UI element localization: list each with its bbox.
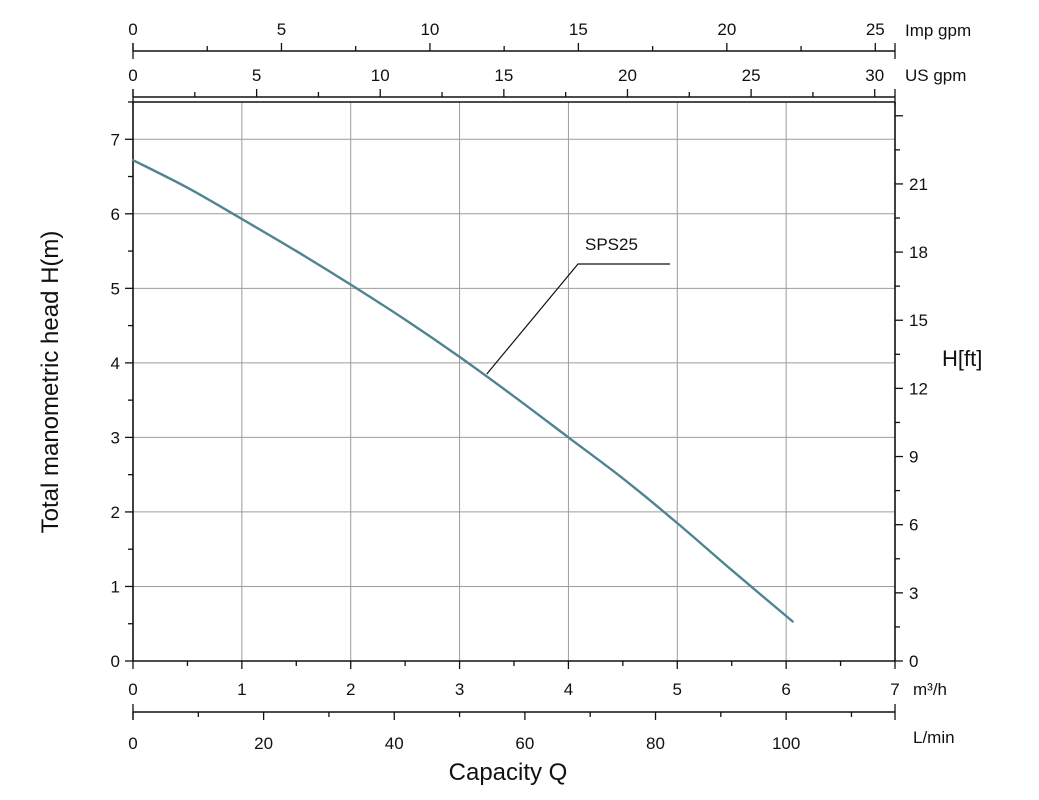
lmin-axis-tick-label-20: 20 [254,734,273,753]
y-right-tick-label-6: 6 [909,516,918,535]
y-right-tick-label-12: 12 [909,379,928,398]
usgpm-axis-tick-label-20: 20 [618,66,637,85]
series-line-sps25 [131,158,794,623]
x-tick-label-5: 5 [673,680,682,699]
series-label-leader [486,263,670,375]
x-unit-label: m³/h [913,680,947,699]
y-tick-label-5: 5 [111,279,120,298]
lmin-axis-tick-label-60: 60 [515,734,534,753]
impgpm-axis-tick-label-10: 10 [420,20,439,39]
axes [125,43,903,720]
y-tick-label-3: 3 [111,428,120,447]
impgpm-axis-tick-label-0: 0 [128,20,137,39]
lmin-axis-unit-label: L/min [913,728,955,747]
usgpm-axis-tick-label-30: 30 [865,66,884,85]
impgpm-axis-tick-label-5: 5 [277,20,286,39]
y-right-tick-label-9: 9 [909,448,918,467]
y-tick-label-7: 7 [111,130,120,149]
y-right-tick-label-0: 0 [909,652,918,671]
lmin-axis-tick-label-40: 40 [385,734,404,753]
impgpm-axis-tick-label-15: 15 [569,20,588,39]
y-tick-label-6: 6 [111,205,120,224]
impgpm-axis-tick-label-25: 25 [866,20,885,39]
y-right-tick-label-18: 18 [909,243,928,262]
x-tick-label-6: 6 [781,680,790,699]
usgpm-axis-tick-label-25: 25 [742,66,761,85]
impgpm-axis-tick-label-20: 20 [717,20,736,39]
lmin-axis-tick-label-80: 80 [646,734,665,753]
grid-lines [133,102,895,661]
lmin-axis-tick-label-100: 100 [772,734,800,753]
usgpm-axis-tick-label-15: 15 [494,66,513,85]
usgpm-axis-tick-label-0: 0 [128,66,137,85]
x-tick-label-3: 3 [455,680,464,699]
y-right-tick-label-21: 21 [909,175,928,194]
impgpm-axis-unit-label: Imp gpm [905,21,971,40]
x-tick-label-1: 1 [237,680,246,699]
series-label-sps25: SPS25 [585,235,638,254]
x-axis-title: Capacity Q [449,759,568,786]
y-right-tick-label-15: 15 [909,311,928,330]
y-tick-label-0: 0 [111,652,120,671]
x-tick-label-2: 2 [346,680,355,699]
series: SPS25 [131,158,794,623]
y-tick-label-2: 2 [111,503,120,522]
y-axis-right-title: H[ft] [942,346,982,371]
y-axis-title: Total manometric head H(m) [37,231,64,534]
usgpm-axis-tick-label-5: 5 [252,66,261,85]
usgpm-axis-tick-label-10: 10 [371,66,390,85]
y-tick-label-4: 4 [111,354,120,373]
lmin-axis-tick-label-0: 0 [128,734,137,753]
y-tick-label-1: 1 [111,577,120,596]
x-tick-label-4: 4 [564,680,573,699]
x-tick-label-0: 0 [128,680,137,699]
usgpm-axis-unit-label: US gpm [905,66,966,85]
y-right-tick-label-3: 3 [909,584,918,603]
x-tick-label-7: 7 [890,680,899,699]
